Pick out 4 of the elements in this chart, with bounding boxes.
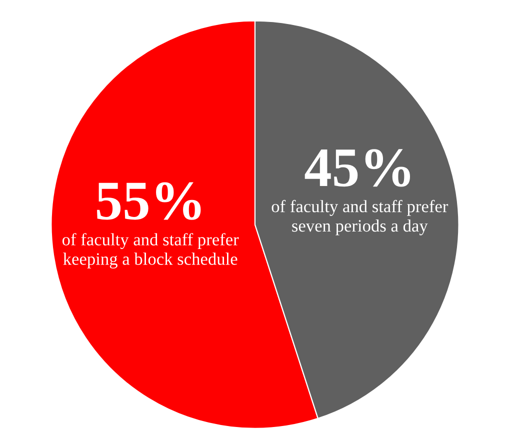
data-label: 45% [304,149,410,187]
slice-label: of faculty and staff prefer keeping a block schedule [62,233,239,268]
data-label: 55% [97,182,201,220]
slice-label: of faculty and staff prefer seven periods a day [272,200,448,236]
